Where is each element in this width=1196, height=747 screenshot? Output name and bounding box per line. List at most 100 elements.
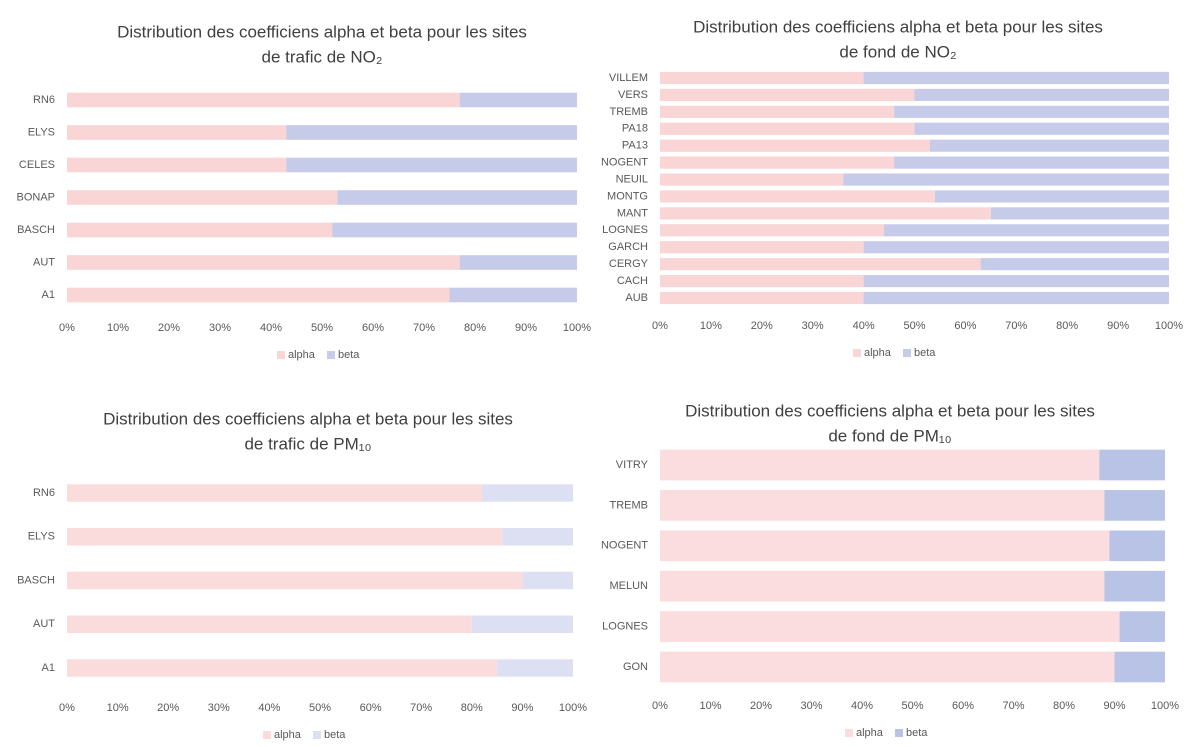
bar-segment: [67, 571, 523, 590]
bar-segment: [67, 222, 333, 238]
x-tick-label: 80%: [1056, 320, 1078, 332]
bar-segment: [67, 659, 498, 677]
x-tick-label: 10%: [699, 700, 721, 712]
bar-segment: [660, 291, 864, 305]
y-tick-label: RN6: [33, 94, 55, 106]
legend-swatch: [327, 351, 335, 359]
x-tick-label: 90%: [1103, 700, 1125, 712]
x-tick-label: 30%: [800, 700, 822, 712]
bar-segment: [894, 105, 1169, 118]
bar-segment: [1119, 611, 1165, 642]
x-tick-label: 20%: [158, 322, 180, 334]
x-tick-label: 60%: [362, 322, 384, 334]
x-tick-label: 80%: [464, 322, 486, 334]
chart-title: Distribution des coefficiens alpha et be…: [693, 17, 1103, 36]
legend-label: alpha: [288, 349, 316, 361]
y-tick-label: A1: [42, 289, 55, 301]
bar-segment: [1114, 651, 1165, 683]
bar-segment: [459, 255, 577, 270]
bar-segment: [660, 611, 1120, 642]
bar-segment: [502, 528, 573, 546]
bar-segment: [934, 190, 1169, 203]
x-tick-label: 50%: [901, 700, 923, 712]
y-tick-label: PA13: [622, 140, 648, 152]
y-tick-label: TREMB: [610, 499, 649, 511]
legend-label: beta: [906, 727, 928, 739]
x-tick-label: 100%: [559, 702, 587, 714]
y-tick-label: CERGY: [609, 258, 649, 270]
bar-segment: [459, 92, 577, 108]
chart-title: de trafic de NO₂: [262, 47, 383, 66]
x-tick-label: 70%: [1002, 700, 1024, 712]
y-tick-label: ELYS: [28, 126, 55, 138]
bar-segment: [67, 528, 503, 546]
x-tick-label: 0%: [59, 322, 75, 334]
x-tick-label: 90%: [1107, 320, 1129, 332]
bar-segment: [863, 291, 1169, 305]
x-tick-label: 30%: [208, 702, 230, 714]
x-tick-label: 50%: [309, 702, 331, 714]
y-tick-label: NEUIL: [616, 173, 648, 185]
x-tick-label: 50%: [311, 322, 333, 334]
bar-segment: [660, 224, 884, 237]
y-tick-label: A1: [42, 662, 55, 674]
y-tick-label: VITRY: [616, 459, 649, 471]
y-tick-label: VILLEM: [609, 72, 648, 84]
legend-label: beta: [338, 349, 360, 361]
x-tick-label: 100%: [1151, 700, 1179, 712]
x-tick-label: 50%: [903, 320, 925, 332]
y-tick-label: MANT: [617, 207, 648, 219]
x-tick-label: 100%: [1155, 320, 1183, 332]
y-tick-label: NOGENT: [601, 540, 648, 552]
legend-label: alpha: [864, 347, 892, 359]
x-tick-label: 80%: [461, 702, 483, 714]
bar-segment: [67, 615, 472, 633]
x-tick-label: 60%: [952, 700, 974, 712]
x-tick-label: 40%: [853, 320, 875, 332]
x-tick-label: 60%: [360, 702, 382, 714]
x-tick-label: 0%: [652, 700, 668, 712]
bar-segment: [660, 258, 981, 271]
chart-title: de fond de PM₁₀: [828, 426, 951, 445]
x-tick-label: 80%: [1053, 700, 1075, 712]
bar-segment: [660, 570, 1105, 602]
x-tick-label: 70%: [413, 322, 435, 334]
y-tick-label: TREMB: [610, 106, 649, 118]
y-tick-label: BONAP: [16, 191, 55, 203]
legend-label: alpha: [856, 727, 884, 739]
x-tick-label: 20%: [751, 320, 773, 332]
x-tick-label: 0%: [652, 320, 668, 332]
bar-segment: [660, 190, 935, 203]
bar-segment: [1099, 449, 1165, 481]
x-tick-label: 60%: [954, 320, 976, 332]
x-tick-label: 90%: [511, 702, 533, 714]
bar-segment: [67, 157, 287, 173]
y-tick-label: GARCH: [608, 241, 648, 253]
bar-segment: [497, 659, 573, 677]
x-tick-label: 40%: [258, 702, 280, 714]
bar-segment: [286, 157, 577, 173]
y-tick-label: AUB: [625, 292, 648, 304]
y-tick-label: CACH: [617, 275, 648, 287]
bar-segment: [67, 92, 460, 108]
bar-segment: [481, 484, 573, 502]
y-tick-label: VERS: [618, 89, 648, 101]
bar-segment: [67, 125, 287, 140]
bar-segment: [660, 88, 915, 102]
x-tick-label: 40%: [260, 322, 282, 334]
x-tick-label: 100%: [563, 322, 591, 334]
bar-segment: [1104, 490, 1165, 521]
x-tick-label: 30%: [802, 320, 824, 332]
x-tick-label: 70%: [410, 702, 432, 714]
bar-segment: [863, 274, 1169, 288]
bar-segment: [660, 156, 895, 169]
bar-segment: [471, 615, 573, 633]
bar-segment: [1104, 570, 1165, 602]
legend-swatch: [853, 349, 861, 357]
y-tick-label: PA18: [622, 123, 648, 135]
bar-segment: [660, 530, 1110, 562]
x-tick-label: 40%: [851, 700, 873, 712]
bar-segment: [286, 125, 577, 140]
x-tick-label: 10%: [700, 320, 722, 332]
